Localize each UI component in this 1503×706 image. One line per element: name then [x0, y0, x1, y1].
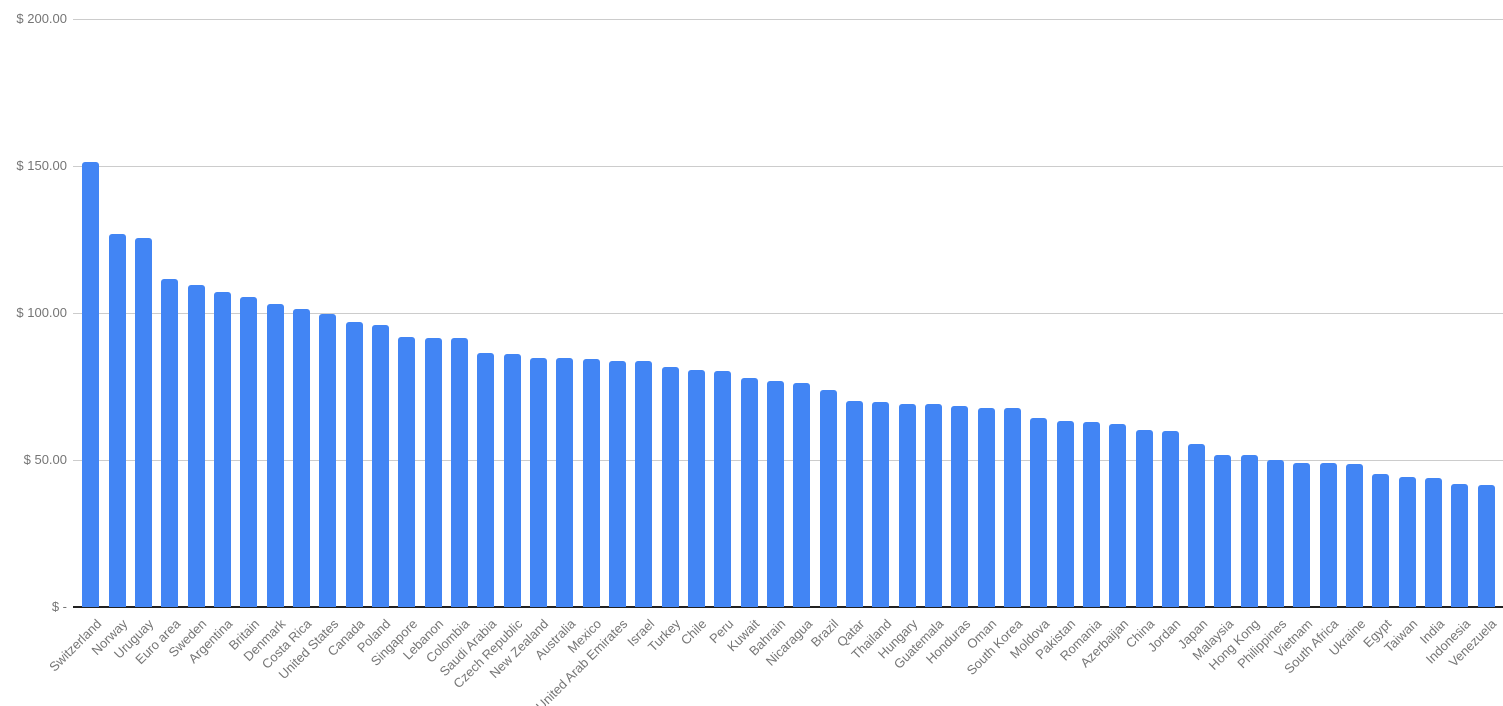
bar-brazil[interactable] — [819, 389, 837, 607]
y-axis-tick-label: $ 50.00 — [23, 452, 67, 467]
bar-australia[interactable] — [556, 358, 574, 607]
bar-hong-kong[interactable] — [1240, 454, 1258, 607]
bar-moldova[interactable] — [1030, 418, 1048, 607]
bar-united-states[interactable] — [319, 314, 337, 607]
bar-hungary[interactable] — [898, 404, 916, 607]
bar-south-africa[interactable] — [1319, 463, 1337, 607]
bar-romania[interactable] — [1082, 421, 1100, 607]
y-axis-tick-label: $ 100.00 — [16, 305, 67, 320]
bar-pakistan[interactable] — [1056, 421, 1074, 607]
bar-philippines[interactable] — [1267, 460, 1285, 607]
bar-honduras[interactable] — [951, 406, 969, 607]
gridline — [73, 460, 1503, 461]
bar-sweden[interactable] — [187, 284, 205, 607]
bar-chile[interactable] — [687, 369, 705, 607]
bar-turkey[interactable] — [661, 367, 679, 607]
bar-vietnam[interactable] — [1293, 462, 1311, 607]
bar-poland[interactable] — [371, 324, 389, 607]
bar-denmark[interactable] — [266, 304, 284, 607]
bar-india[interactable] — [1425, 477, 1443, 607]
bar-czech-republic[interactable] — [503, 353, 521, 607]
gridline — [73, 19, 1503, 20]
bar-euro-area[interactable] — [161, 278, 179, 607]
gridline — [73, 313, 1503, 314]
bar-guatemala[interactable] — [924, 404, 942, 607]
bar-bahrain[interactable] — [766, 381, 784, 607]
bar-qatar[interactable] — [845, 400, 863, 607]
bar-indonesia[interactable] — [1451, 483, 1469, 607]
x-axis-line — [73, 606, 1503, 608]
bar-thailand[interactable] — [872, 401, 890, 607]
bar-nicaragua[interactable] — [793, 382, 811, 607]
bar-peru[interactable] — [714, 370, 732, 607]
y-axis-tick-label: $ 200.00 — [16, 11, 67, 26]
bar-azerbaijan[interactable] — [1109, 424, 1127, 607]
bar-israel[interactable] — [635, 360, 653, 607]
bar-singapore[interactable] — [398, 336, 416, 607]
bar-united-arab-emirates[interactable] — [608, 360, 626, 607]
bar-saudi-arabia[interactable] — [477, 352, 495, 607]
bar-kuwait[interactable] — [740, 378, 758, 607]
bar-ukraine[interactable] — [1346, 463, 1364, 607]
y-axis-tick-label: $ 150.00 — [16, 158, 67, 173]
bar-malaysia[interactable] — [1214, 454, 1232, 607]
bar-canada[interactable] — [345, 321, 363, 607]
bar-jordan[interactable] — [1161, 430, 1179, 607]
bar-oman[interactable] — [977, 407, 995, 607]
bar-uruguay[interactable] — [134, 237, 152, 607]
bar-mexico[interactable] — [582, 359, 600, 607]
bar-south-korea[interactable] — [1003, 408, 1021, 607]
bar-japan[interactable] — [1188, 444, 1206, 607]
bar-egypt[interactable] — [1372, 474, 1390, 607]
bar-lebanon[interactable] — [424, 338, 442, 607]
gridline — [73, 166, 1503, 167]
bar-costa-rica[interactable] — [292, 309, 310, 607]
bar-china[interactable] — [1135, 429, 1153, 607]
bar-argentina[interactable] — [213, 291, 231, 607]
y-axis-tick-label: $ - — [51, 599, 67, 614]
bar-taiwan[interactable] — [1398, 477, 1416, 607]
bar-switzerland[interactable] — [82, 161, 100, 607]
bar-colombia[interactable] — [450, 338, 468, 607]
bar-new-zealand[interactable] — [529, 358, 547, 607]
bar-venezuela[interactable] — [1477, 484, 1495, 607]
bar-britain[interactable] — [240, 296, 258, 607]
bar-norway[interactable] — [108, 233, 126, 607]
